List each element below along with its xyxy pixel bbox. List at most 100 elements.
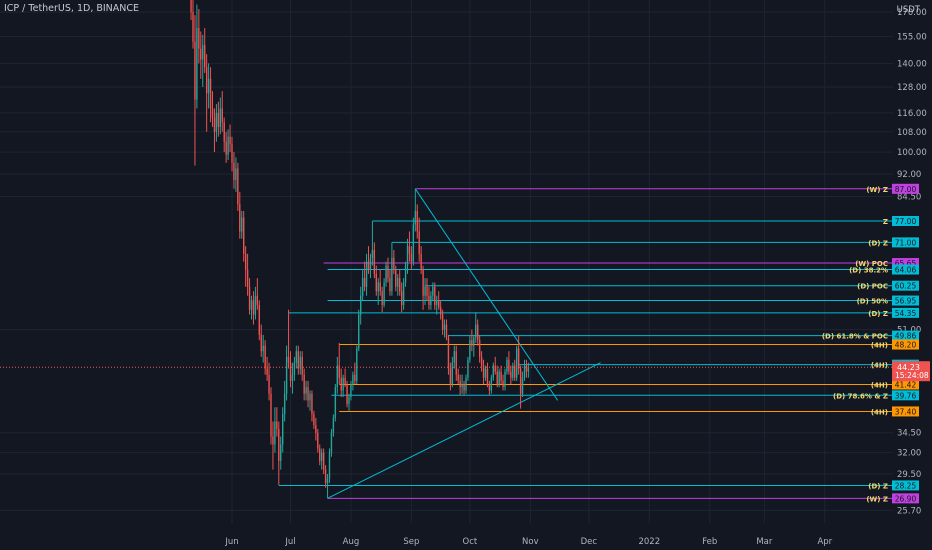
candle-body [291,374,294,381]
candle-body [453,351,455,363]
candle-body [461,384,463,388]
level-price-text: 64.06 [895,266,917,275]
y-tick-label: 29.50 [897,470,921,480]
candle-body [326,478,329,484]
y-tick-label: 34.50 [897,429,921,439]
last-price-text: 44.23 [897,363,920,372]
candle-body [344,377,346,385]
candle-body [469,340,471,360]
candle-body [406,246,409,266]
y-tick-label: 84.50 [897,192,921,202]
candle-body [280,444,282,461]
candle-body [373,249,376,274]
candle-body [276,421,278,429]
candle-body [248,286,251,310]
candle-body [303,374,305,394]
candle-body [340,377,342,391]
y-tick-label: 116.00 [897,109,927,119]
candle-body [480,356,483,366]
candle-body [237,168,239,205]
candle-body [190,0,192,13]
level-label: Z [883,218,888,226]
grid [0,0,893,523]
trendlines [327,188,601,499]
candle-body [436,300,438,305]
candle-body [490,377,493,391]
candle-body [217,112,220,127]
level-label: (D) 61.8% & POC [822,333,888,341]
candle-body [204,45,206,68]
y-tick-label: 170.00 [897,8,927,18]
candle-body [496,371,498,385]
candle-body [252,300,255,315]
candle-body [381,291,383,305]
candle-body [459,380,461,388]
level-label: (W) POC [855,260,888,268]
level-price-box [892,258,919,269]
candle-body [443,324,446,330]
candle-body [356,348,358,381]
candle-body [194,41,196,100]
candle-body [258,304,260,335]
candle-body [317,432,319,449]
last-price-box [892,361,930,382]
candle-body [297,351,299,369]
currency-label: USDT [896,5,920,15]
candle-body [521,377,524,394]
candle-body [202,45,204,60]
y-tick-label: 140.00 [897,59,927,69]
level-label: (D) Z [868,239,888,247]
candle-body [516,348,518,378]
y-tick-label: 108.00 [897,128,927,138]
candle-body [321,452,323,461]
candle-body [502,380,504,388]
level-price-text: 56.95 [895,297,917,306]
candle-body [393,257,395,270]
candle-body [400,291,403,305]
candle-body [510,371,512,378]
candle-body [457,374,459,381]
candle-body [219,108,221,127]
candle-body [420,253,422,270]
candle-body [354,374,356,381]
level-price-text: 65.65 [895,259,917,268]
x-tick-label: Mar [756,537,773,547]
candle-body [492,365,494,378]
level-price-text: 60.25 [895,282,917,291]
x-tick-label: Oct [463,537,478,547]
x-tick-label: Sep [403,537,419,547]
candle-body [205,67,208,94]
price-axis[interactable]: 170.00 155.00 140.00 128.00 116.00 108.00 100.… [892,8,930,516]
candles [190,0,530,499]
candle-body [477,324,479,341]
candle-body [227,136,229,155]
candle-body [330,432,333,453]
candle-body [250,300,253,310]
candle-body [207,78,210,94]
candle-body [451,362,454,385]
candle-body [322,452,325,470]
x-tick-label: Jul [284,537,295,547]
candle-body [338,365,340,378]
candle-body [422,269,424,296]
time-axis[interactable]: Jun Jul Aug Sep Oct Nov Dec 2022 Feb Mar Apr [224,537,832,547]
candle-body [278,428,280,461]
candle-body [375,273,377,292]
candle-body [361,278,364,296]
candle-body [283,393,286,415]
candle-body [525,365,528,372]
candle-body [293,362,296,375]
level-price-text: 39.76 [895,391,917,400]
candle-body [379,282,381,292]
candle-body [523,365,526,378]
candle-body [475,324,477,338]
level-price-text: 87.00 [895,185,917,194]
level-label: (D) POC [857,283,888,291]
candle-body [434,286,436,305]
x-tick-label: Dec [581,537,598,547]
candle-body [289,362,292,381]
candle-body [215,112,218,132]
candle-body [211,108,214,118]
candle-body [266,368,268,375]
